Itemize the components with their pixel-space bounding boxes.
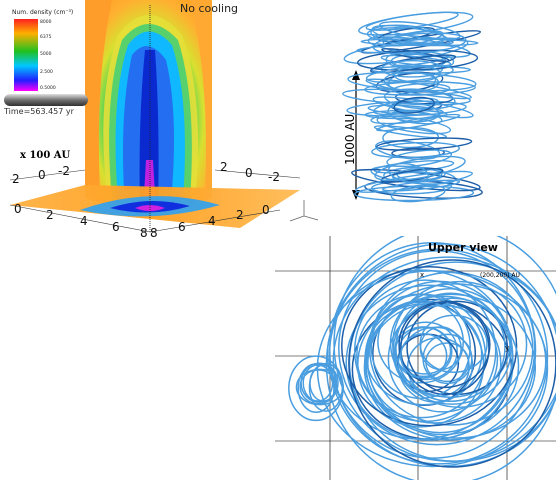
field-line: [391, 280, 528, 408]
field-line: [392, 83, 451, 96]
field-line: [295, 368, 344, 406]
field-line: [395, 292, 506, 403]
field-lines-upper-view: [275, 225, 556, 484]
field-line: [308, 362, 344, 412]
field-lines-side-view: [340, 0, 556, 225]
axis-number: 0: [245, 166, 253, 180]
density-render: [4, 0, 301, 233]
field-line: [302, 364, 334, 402]
field-line: [341, 266, 518, 427]
axis-number: 0: [38, 168, 46, 182]
field-line: [345, 284, 514, 441]
height-label: 1000 AU: [343, 113, 357, 165]
field-lines-upper-render: [275, 225, 556, 484]
colorbar-title: Num. density (cm⁻³): [12, 9, 74, 16]
field-line: [372, 96, 474, 119]
field-line: [422, 333, 473, 385]
field-line: [370, 24, 446, 46]
colorbar-tick: 5000: [40, 52, 52, 57]
axis-number: 4: [80, 214, 88, 228]
colorbar-tick: 6375: [40, 35, 52, 40]
field-line: [365, 295, 520, 436]
axis-number: 2: [12, 172, 20, 186]
field-line: [374, 155, 466, 182]
field-line: [400, 333, 448, 379]
field-line: [393, 321, 458, 381]
field-line: [297, 363, 335, 414]
plot-title: No cooling: [180, 2, 239, 15]
field-line: [371, 24, 451, 47]
scale-label: x 100 AU: [20, 150, 71, 161]
field-line: [377, 299, 464, 384]
axis-number: 0: [14, 202, 22, 216]
field-line: [371, 141, 460, 159]
field-line: [376, 137, 473, 151]
coordinate-label: (200,200) AU: [480, 272, 520, 279]
field-line: [398, 300, 491, 389]
x-axis-label: x: [420, 271, 425, 279]
field-line: [364, 283, 547, 439]
axis-number: 2: [236, 208, 244, 222]
field-line: [373, 159, 455, 174]
field-line: [393, 96, 435, 114]
axis-triad-icon: [289, 200, 319, 222]
field-line: [386, 149, 453, 168]
time-bar: [4, 94, 88, 106]
axis-number: 4: [208, 214, 216, 228]
field-line: [347, 71, 477, 92]
field-line: [387, 304, 499, 413]
field-line: [393, 66, 441, 83]
field-line: [355, 170, 473, 193]
field-line: [369, 54, 457, 74]
axis-number: -2: [58, 164, 70, 178]
field-line: [370, 293, 471, 400]
upper-view-title: Upper view: [428, 241, 498, 254]
field-line: [373, 125, 447, 139]
field-lines-side-render: [342, 11, 483, 203]
axis-number: 6: [178, 220, 186, 234]
colorbar: [14, 19, 38, 91]
field-line: [375, 140, 441, 160]
axis-number: 2: [46, 208, 54, 222]
field-line: [356, 49, 479, 71]
axis-number: 0: [262, 203, 270, 217]
y-axis-label: y: [505, 344, 510, 352]
field-line: [329, 241, 537, 459]
field-line: [375, 33, 454, 45]
axis-number: 2: [220, 160, 228, 174]
axis-number: -2: [268, 170, 280, 184]
field-line: [316, 270, 549, 468]
field-line: [372, 32, 467, 55]
colorbar-tick: 0.5000: [40, 86, 56, 91]
axis-number: 8: [140, 226, 148, 240]
field-line: [376, 113, 461, 132]
field-line: [383, 88, 456, 110]
colorbar-tick: 2.500: [40, 70, 53, 75]
axis-number: 8: [150, 226, 158, 240]
field-line: [380, 168, 444, 183]
colorbar-tick: 8000: [40, 20, 52, 25]
density-render-panel: No cooling Num. density (cm⁻³) 8000 6375…: [0, 0, 301, 240]
time-label: Time=563.457 yr: [4, 107, 74, 116]
field-line: [390, 184, 446, 203]
field-line: [353, 279, 497, 423]
axis-number: 6: [112, 220, 120, 234]
